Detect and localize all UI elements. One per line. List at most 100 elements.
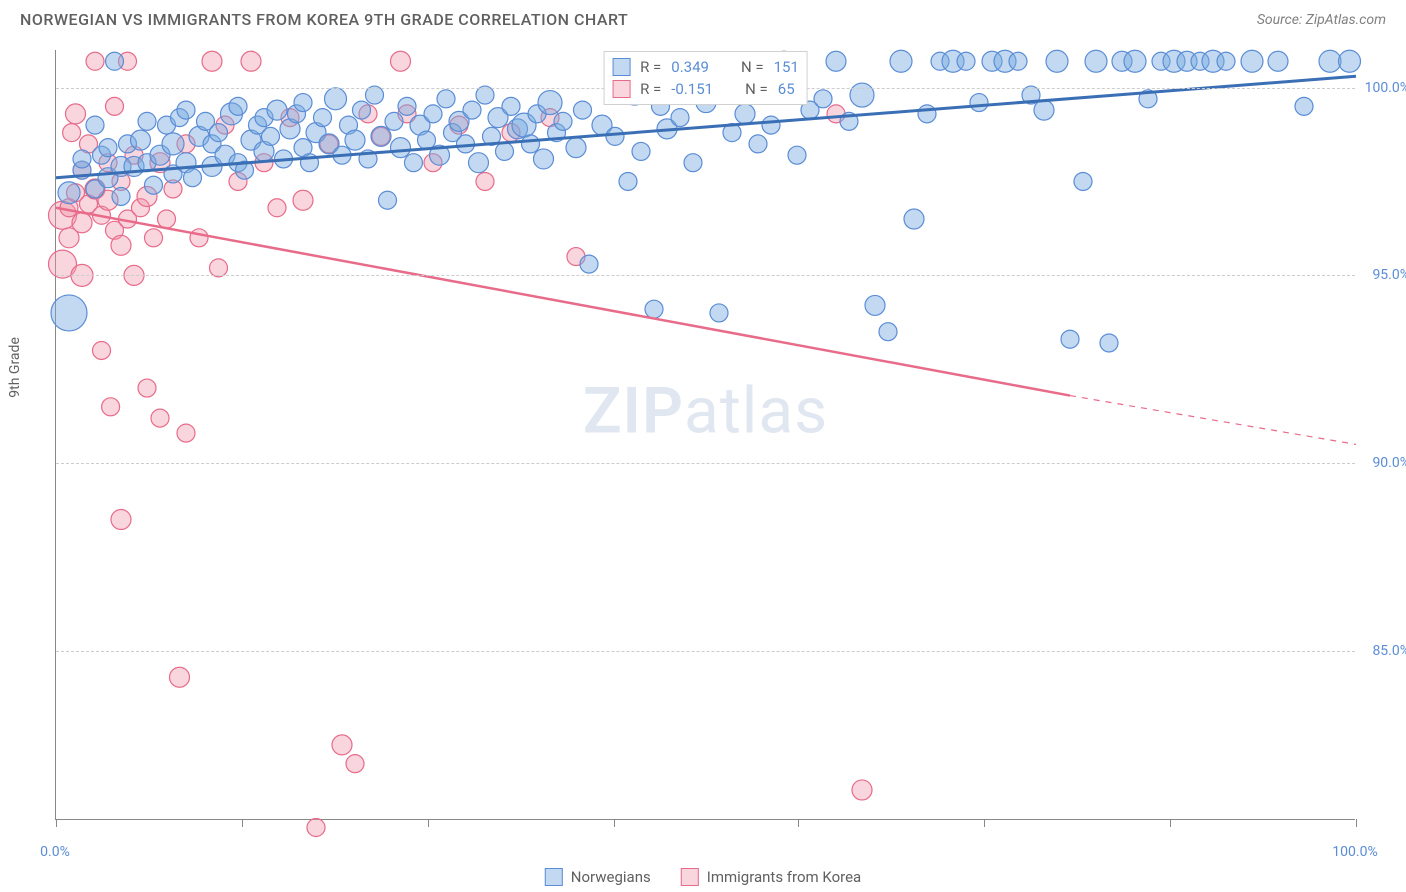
swatch-blue-icon: [612, 58, 630, 76]
swatch-pink-icon: [612, 80, 630, 98]
data-point: [58, 182, 80, 204]
data-point: [522, 135, 540, 153]
data-point: [476, 172, 494, 190]
data-point: [502, 97, 520, 115]
data-point: [865, 295, 885, 315]
data-point: [385, 112, 403, 130]
trend-line: [56, 208, 1070, 396]
data-point: [267, 100, 287, 120]
data-point: [398, 97, 416, 115]
data-point: [1100, 334, 1118, 352]
data-point: [418, 131, 436, 149]
data-point: [202, 51, 222, 71]
data-point: [1319, 50, 1341, 72]
data-point: [66, 104, 86, 124]
data-point: [463, 101, 481, 119]
data-point: [170, 667, 190, 687]
data-point: [314, 109, 332, 127]
data-point: [262, 127, 280, 145]
data-point: [904, 209, 924, 229]
data-point: [1085, 50, 1107, 72]
x-tick: [242, 819, 243, 827]
data-point: [1339, 50, 1361, 72]
gridline: [56, 275, 1355, 276]
legend-label: Norwegians: [571, 868, 651, 886]
data-point: [1046, 50, 1068, 72]
data-point: [538, 91, 562, 115]
data-point: [268, 199, 286, 217]
data-point: [879, 323, 897, 341]
data-point: [970, 94, 988, 112]
data-point: [111, 510, 131, 530]
data-point: [826, 51, 846, 71]
data-point: [379, 191, 397, 209]
data-point: [424, 105, 442, 123]
data-point: [325, 88, 347, 110]
data-point: [710, 304, 728, 322]
data-point: [405, 154, 423, 172]
y-tick-label: 90.0%: [1372, 455, 1406, 471]
plot-area: ZIPatlas R = 0.349 N = 151 R = -0.151 N …: [55, 50, 1355, 820]
data-point: [852, 780, 872, 800]
gridline: [56, 463, 1355, 464]
r-label: R =: [640, 80, 661, 98]
data-point: [534, 149, 554, 169]
stats-row-pink: R = -0.151 N = 65: [612, 78, 799, 100]
data-point: [735, 104, 755, 124]
data-point: [73, 150, 91, 168]
y-tick-label: 95.0%: [1372, 267, 1406, 283]
data-point: [151, 409, 169, 427]
x-tick: [1170, 819, 1171, 827]
legend-bottom: Norwegians Immigrants from Korea: [545, 868, 861, 886]
data-point: [138, 112, 156, 130]
x-tick: [614, 819, 615, 827]
data-point: [632, 142, 650, 160]
data-point: [293, 190, 313, 210]
swatch-pink-icon: [681, 868, 699, 886]
legend-item-norwegians: Norwegians: [545, 868, 651, 886]
data-point: [1295, 97, 1313, 115]
data-point: [619, 172, 637, 190]
data-point: [496, 142, 514, 160]
data-point: [1074, 172, 1092, 190]
data-point: [145, 176, 163, 194]
data-point: [111, 235, 131, 255]
data-point: [890, 50, 912, 72]
data-point: [112, 187, 130, 205]
data-point: [332, 735, 352, 755]
x-tick-label-right: 100.0%: [1332, 844, 1377, 860]
data-point: [63, 124, 81, 142]
r-value-blue: 0.349: [671, 58, 709, 76]
data-point: [1217, 52, 1235, 70]
data-point: [229, 97, 247, 115]
y-tick-label: 85.0%: [1372, 643, 1406, 659]
n-value-blue: 151: [774, 58, 799, 76]
data-point: [1268, 51, 1288, 71]
data-point: [86, 52, 104, 70]
x-tick: [798, 819, 799, 827]
data-point: [762, 116, 780, 134]
data-point: [93, 341, 111, 359]
y-axis-title: 9th Grade: [7, 337, 23, 398]
stats-row-blue: R = 0.349 N = 151: [612, 56, 799, 78]
n-value-pink: 65: [778, 80, 795, 98]
data-point: [391, 138, 411, 158]
data-point: [1061, 330, 1079, 348]
x-tick: [984, 819, 985, 827]
data-point: [749, 135, 767, 153]
source-attribution: Source: ZipAtlas.com: [1257, 12, 1386, 28]
data-point: [131, 130, 151, 150]
legend-item-korea: Immigrants from Korea: [681, 868, 861, 886]
r-label: R =: [640, 58, 661, 76]
data-point: [177, 101, 195, 119]
data-point: [353, 101, 371, 119]
data-point: [554, 112, 572, 130]
chart-title: NORWEGIAN VS IMMIGRANTS FROM KOREA 9TH G…: [20, 10, 628, 29]
data-point: [184, 169, 202, 187]
data-point: [177, 424, 195, 442]
data-point: [346, 755, 364, 773]
data-point: [366, 86, 384, 104]
data-point: [345, 130, 365, 150]
data-point: [99, 139, 117, 157]
gridline: [56, 651, 1355, 652]
